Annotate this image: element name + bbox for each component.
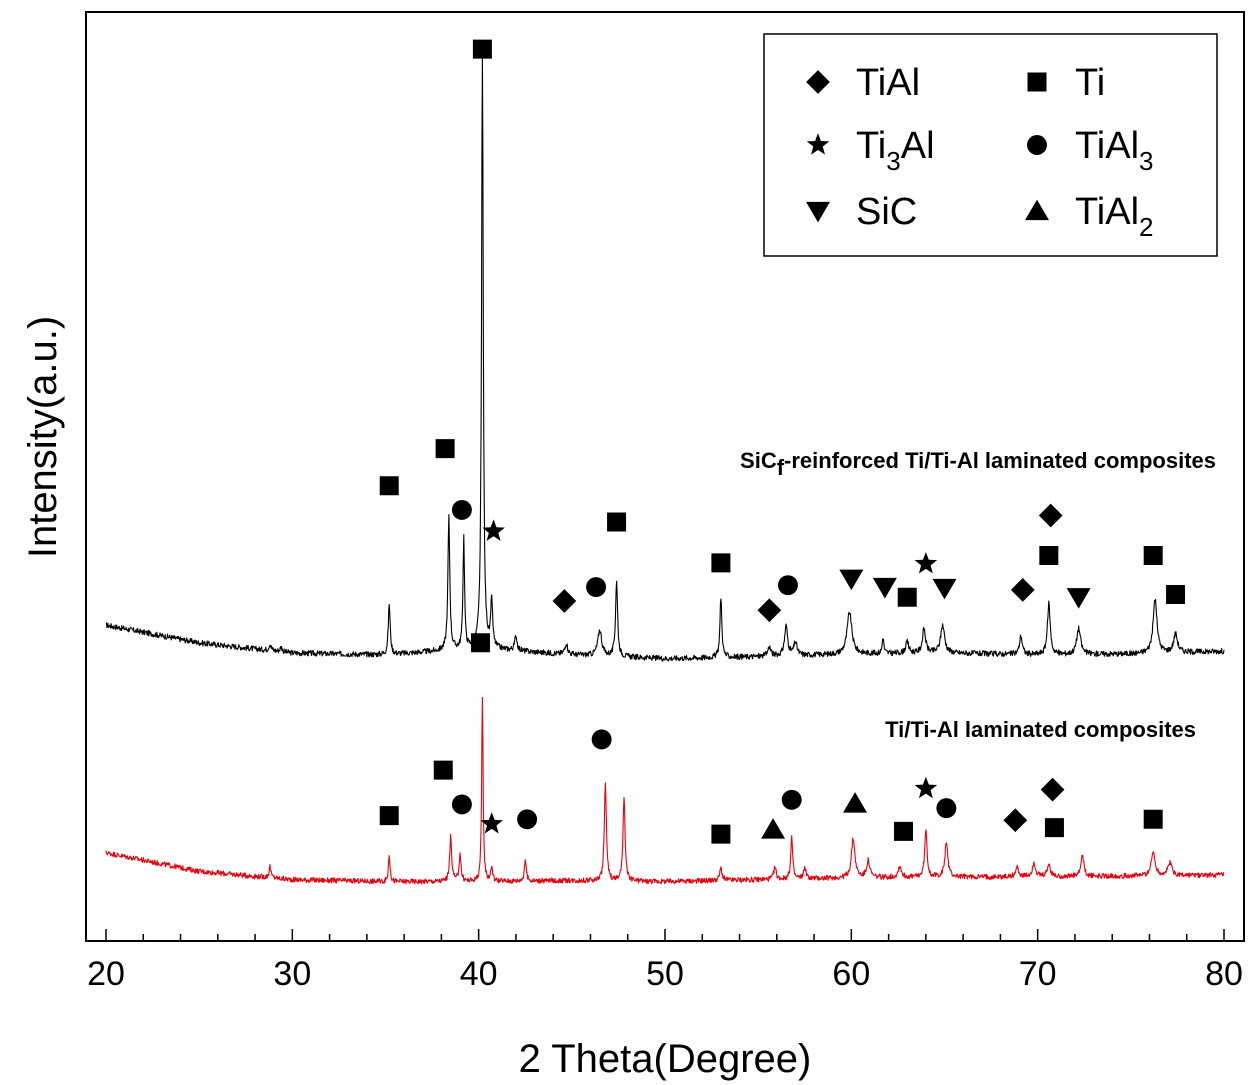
peak-marker-diamond xyxy=(1038,503,1063,528)
peak-marker-square xyxy=(1039,545,1059,565)
legend-marker-square xyxy=(1027,72,1047,92)
peak-marker-square xyxy=(379,476,399,496)
peak-marker-star xyxy=(480,812,503,834)
legend-label: Ti3Al xyxy=(856,125,935,176)
peak-marker-star xyxy=(482,519,505,541)
legend: TiAl Ti Ti3Al TiAl3 SiC TiAl2 xyxy=(763,33,1218,257)
xrd-curve-1 xyxy=(105,56,1225,662)
legend-marker-triangle-down xyxy=(806,201,830,223)
peak-marker-square xyxy=(1044,818,1064,838)
xrd-curve-2 xyxy=(105,696,1225,885)
y-axis-title: Intensity(a.u.) xyxy=(21,316,65,558)
x-tick-label: 30 xyxy=(273,955,311,993)
peak-marker-circle xyxy=(451,499,472,520)
peak-marker-triangle-up xyxy=(843,792,868,813)
peak-marker-diamond xyxy=(1010,577,1035,602)
peak-marker-square xyxy=(897,587,917,607)
legend-label: SiC xyxy=(856,191,917,233)
x-tick-label: 20 xyxy=(87,955,125,993)
peak-marker-square xyxy=(1166,584,1186,604)
peak-marker-square xyxy=(471,633,491,653)
legend-label: TiAl3 xyxy=(1075,125,1154,176)
legend-box xyxy=(763,33,1218,257)
legend-marker-triangle-up xyxy=(1025,199,1049,221)
peak-marker-square xyxy=(894,821,914,841)
peak-marker-square xyxy=(607,512,627,532)
legend-marker-diamond xyxy=(806,70,830,94)
curve-label-2: Ti/Ti-Al laminated composites xyxy=(885,717,1196,742)
peak-marker-circle xyxy=(586,577,607,598)
peak-marker-triangle-up xyxy=(761,818,786,839)
legend-label: TiAl2 xyxy=(1075,191,1154,242)
peak-marker-circle xyxy=(517,809,538,830)
peak-marker-star xyxy=(914,551,938,574)
peak-marker-diamond xyxy=(1003,808,1028,833)
peak-marker-diamond xyxy=(757,598,782,623)
peak-marker-square xyxy=(379,806,399,826)
legend-label: Ti xyxy=(1075,62,1105,104)
peak-marker-diamond xyxy=(1040,777,1065,802)
peak-marker-triangle-down xyxy=(932,578,957,600)
x-tick-label: 70 xyxy=(1019,955,1057,993)
peak-markers-layer xyxy=(379,39,1186,844)
legend-marker-circle xyxy=(1027,135,1047,155)
x-tick-label: 50 xyxy=(646,955,684,993)
peak-marker-square xyxy=(472,39,492,59)
peak-marker-triangle-down xyxy=(1066,588,1091,609)
peak-marker-star xyxy=(914,776,938,799)
peak-marker-square xyxy=(711,824,731,844)
legend-marker-star xyxy=(806,133,830,155)
peak-marker-circle xyxy=(781,789,802,810)
peak-marker-square xyxy=(433,760,453,780)
legend-label: TiAl xyxy=(856,62,920,104)
peak-marker-square xyxy=(1143,545,1163,565)
peak-marker-circle xyxy=(778,575,798,596)
peak-marker-circle xyxy=(451,794,472,815)
peak-marker-square xyxy=(435,439,455,459)
curve-labels: SiCf-reinforced Ti/Ti-Al laminated compo… xyxy=(740,448,1216,742)
x-axis-ticks: 20 30 40 50 60 70 80 xyxy=(87,929,1243,993)
peak-marker-triangle-down xyxy=(839,569,864,591)
x-axis-title: 2 Theta(Degree) xyxy=(519,1037,812,1081)
peak-marker-triangle-down xyxy=(872,577,897,599)
curve-label-1: SiCf-reinforced Ti/Ti-Al laminated compo… xyxy=(740,448,1216,480)
peak-marker-diamond xyxy=(552,589,577,613)
peak-marker-circle xyxy=(936,798,957,819)
curves-layer xyxy=(105,56,1225,885)
x-tick-label: 40 xyxy=(460,955,498,993)
x-tick-label: 60 xyxy=(832,955,870,993)
x-tick-label: 80 xyxy=(1205,955,1243,993)
peak-marker-circle xyxy=(591,729,612,750)
peak-marker-square xyxy=(1143,809,1163,829)
peak-marker-square xyxy=(711,553,731,573)
